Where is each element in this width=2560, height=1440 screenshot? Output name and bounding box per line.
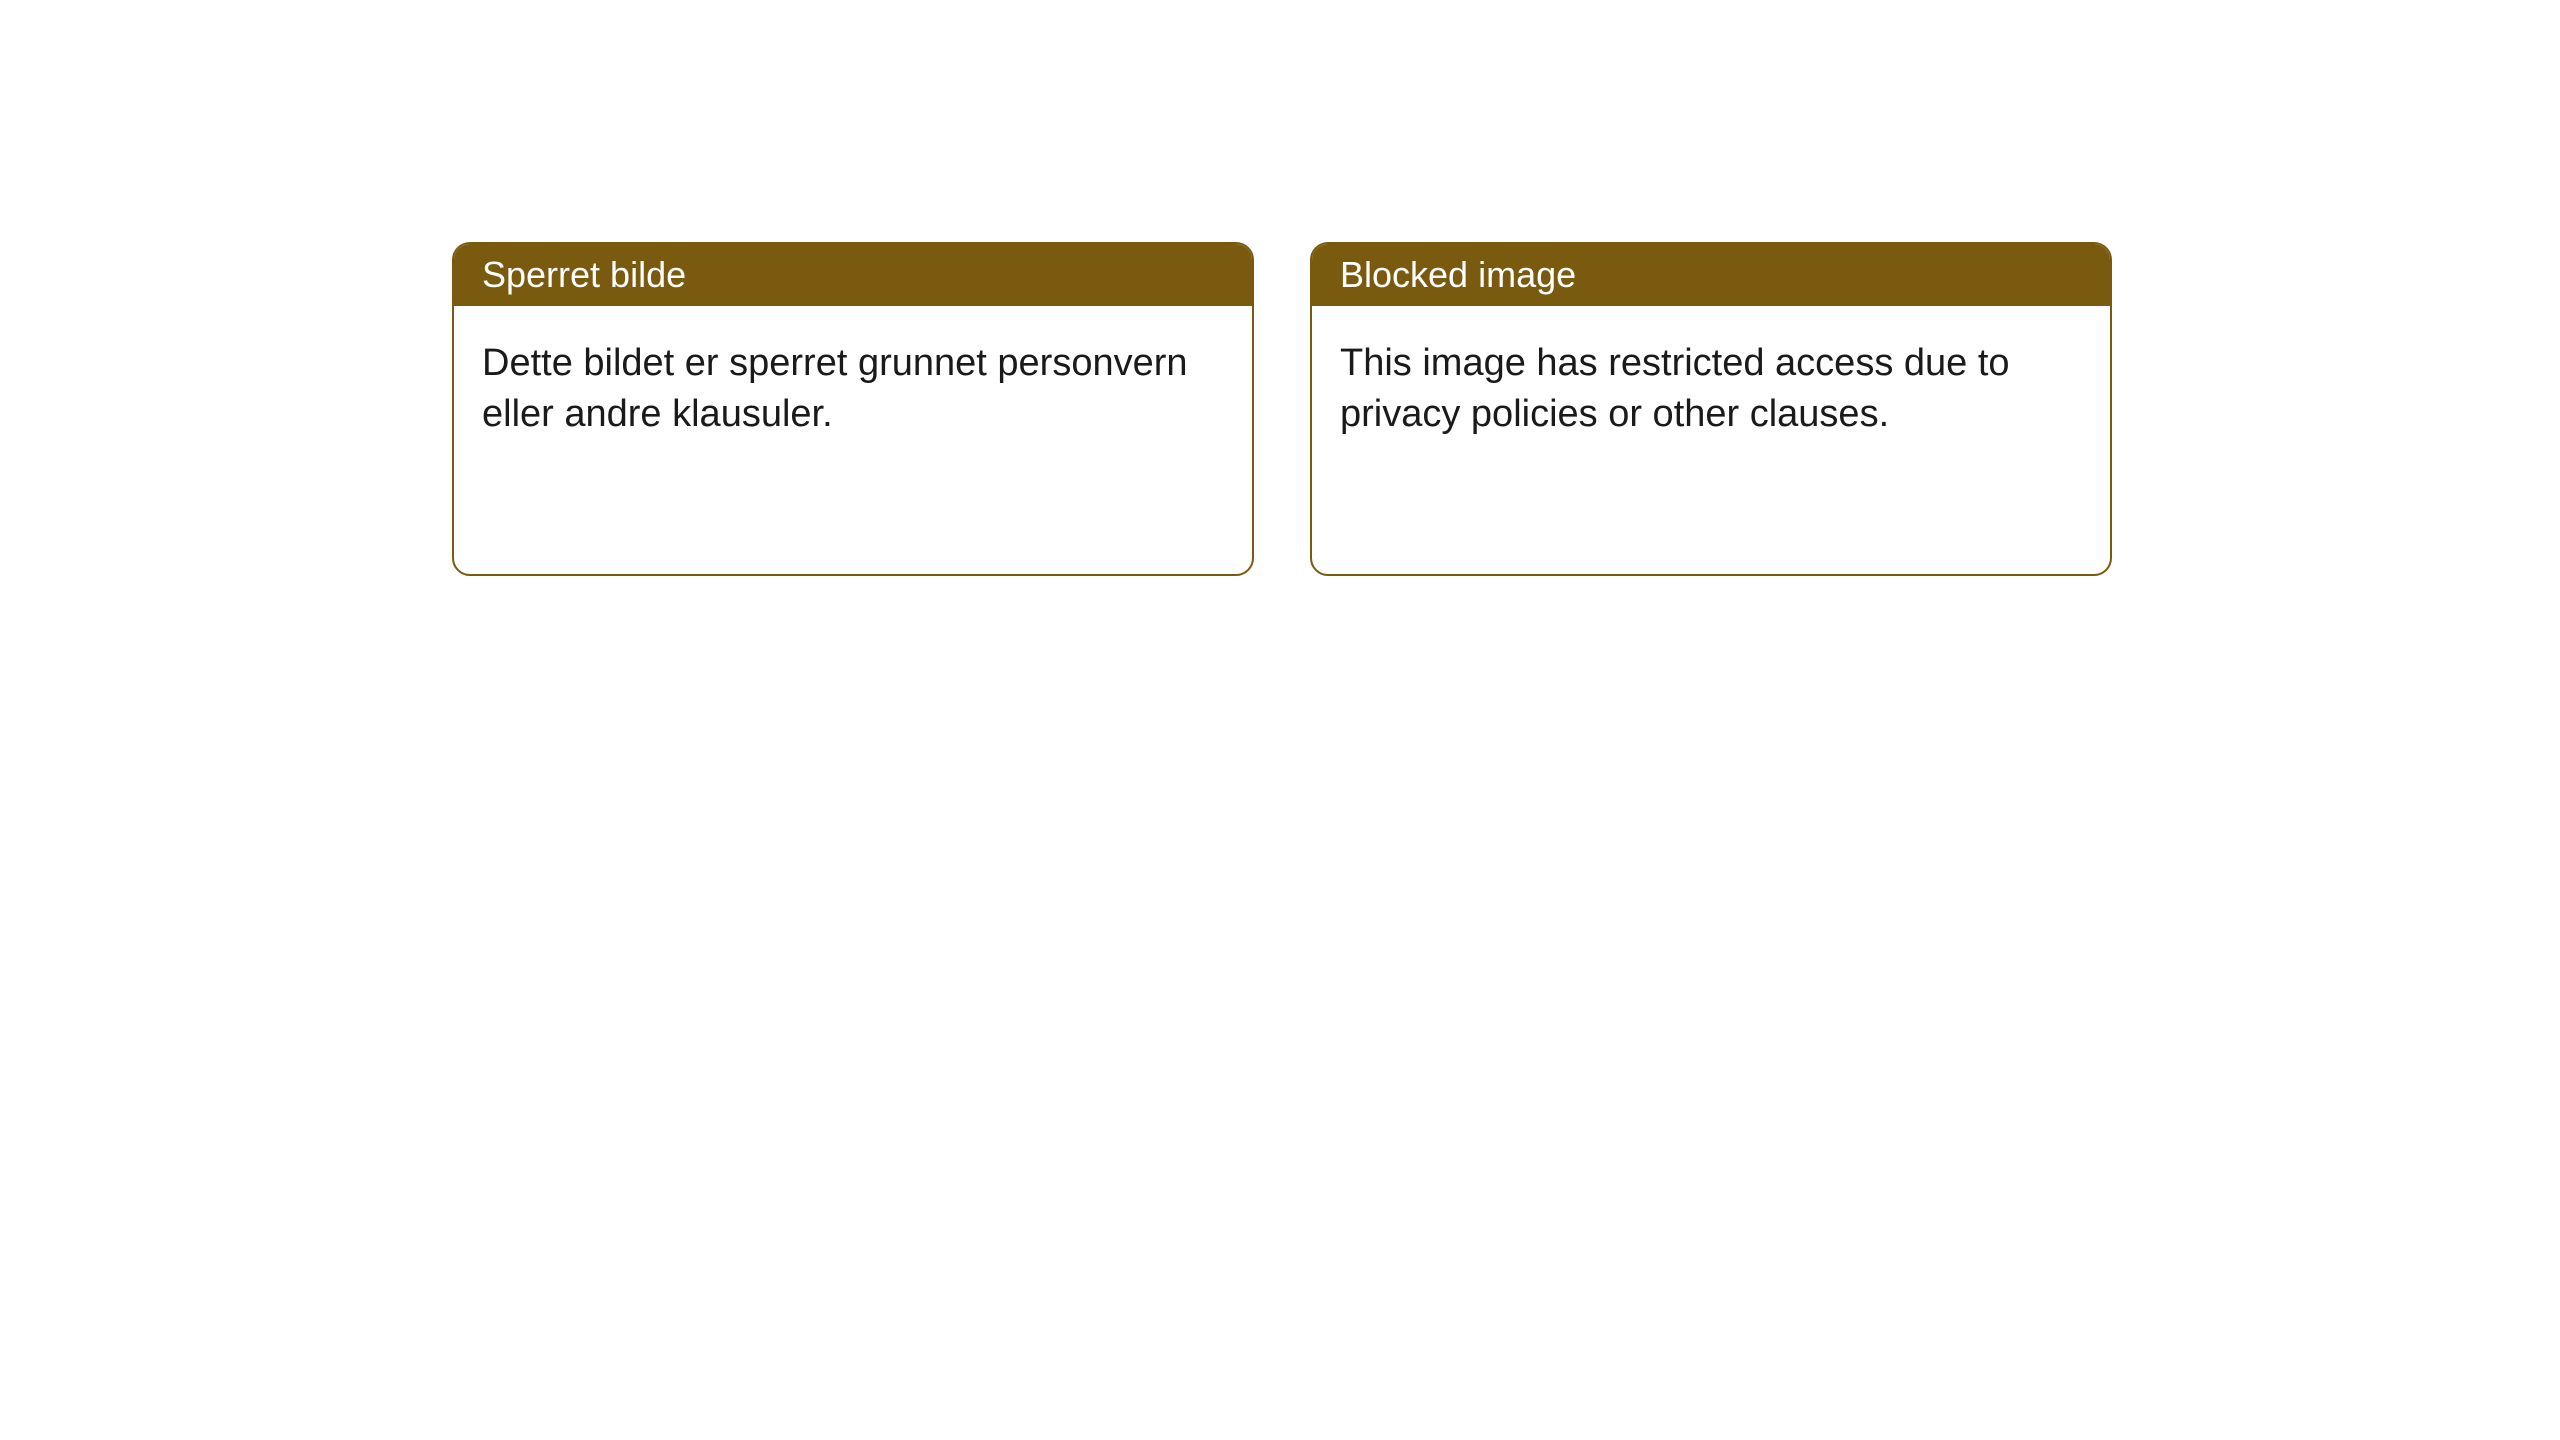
card-body: This image has restricted access due to … (1312, 306, 2110, 473)
notice-card-norwegian: Sperret bilde Dette bildet er sperret gr… (452, 242, 1254, 576)
card-body: Dette bildet er sperret grunnet personve… (454, 306, 1252, 473)
card-header-text: Sperret bilde (482, 254, 686, 295)
card-body-text: This image has restricted access due to … (1340, 342, 2010, 435)
card-body-text: Dette bildet er sperret grunnet personve… (482, 342, 1188, 435)
cards-container: Sperret bilde Dette bildet er sperret gr… (452, 242, 2112, 576)
card-header-text: Blocked image (1340, 254, 1576, 295)
card-header: Sperret bilde (454, 244, 1252, 306)
card-header: Blocked image (1312, 244, 2110, 306)
notice-card-english: Blocked image This image has restricted … (1310, 242, 2112, 576)
